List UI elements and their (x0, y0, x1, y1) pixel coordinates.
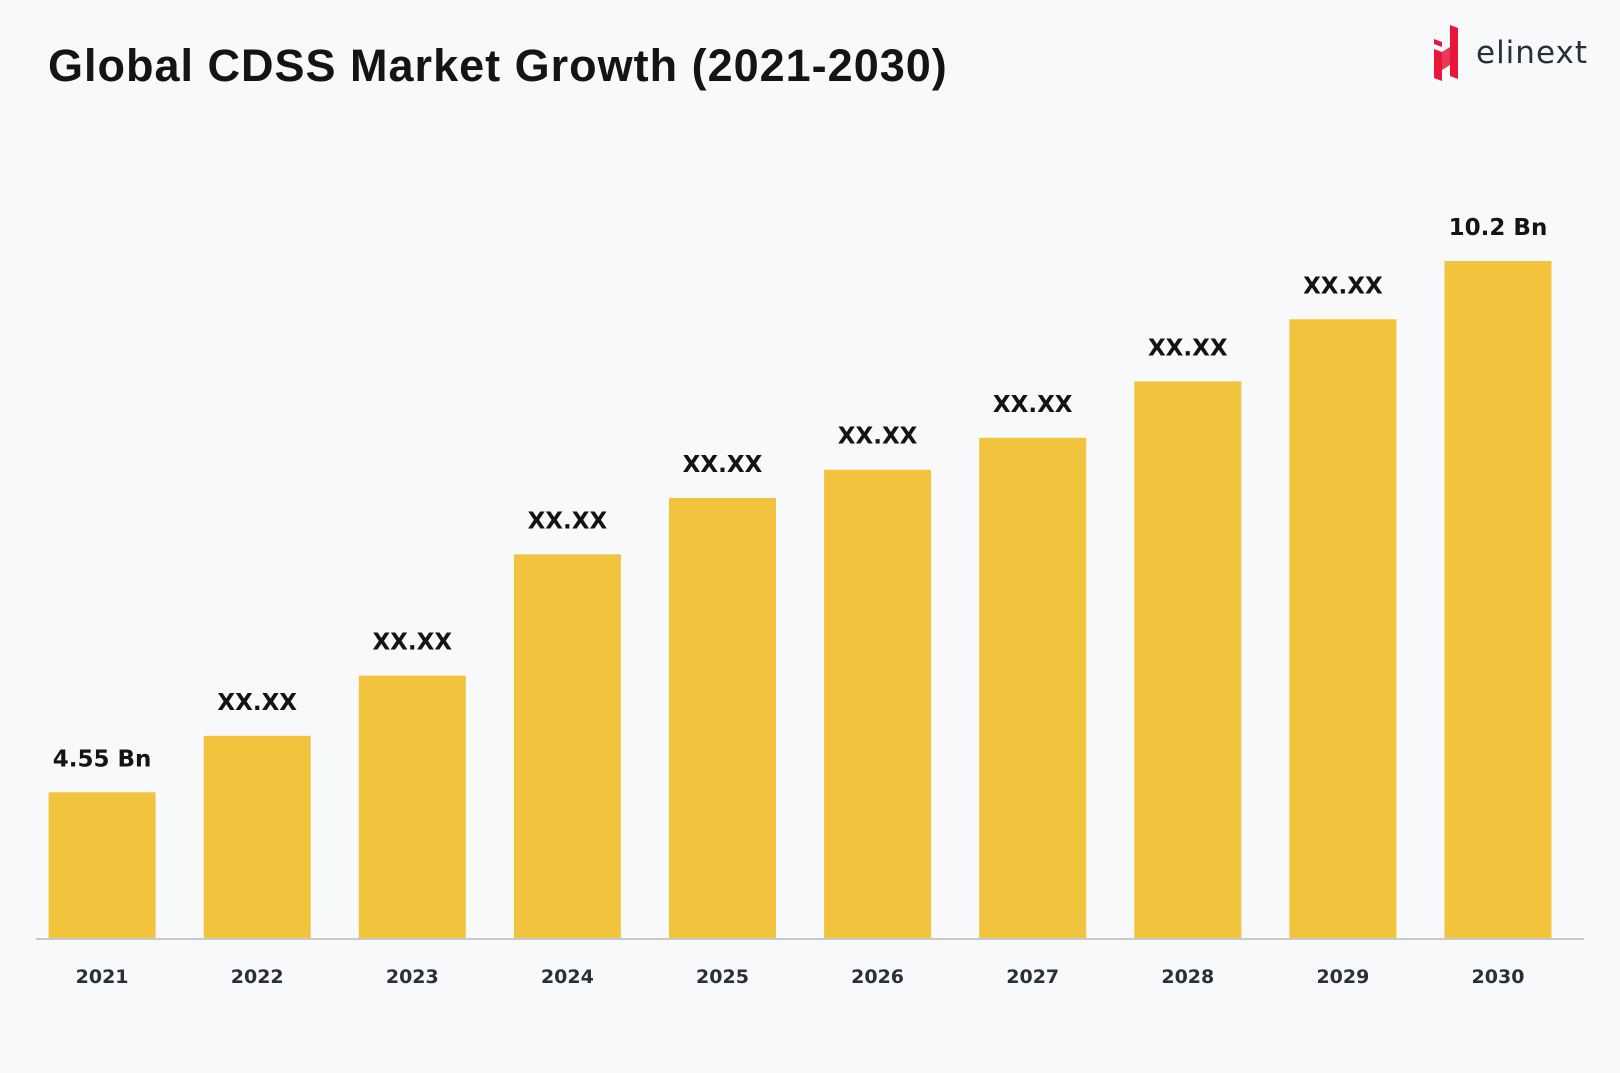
data-label-2022: XX.XX (217, 690, 297, 716)
data-label-2030: 10.2 Bn (1449, 215, 1548, 241)
x-tick-label-2028: 2028 (1161, 966, 1214, 988)
x-tick-label-2024: 2024 (541, 966, 594, 988)
data-label-2027: XX.XX (993, 392, 1073, 418)
bar-2030 (1444, 261, 1552, 938)
data-label-2029: XX.XX (1303, 273, 1383, 299)
data-label-2021: 4.55 Bn (53, 746, 152, 772)
data-label-2023: XX.XX (372, 630, 452, 656)
data-label-2026: XX.XX (838, 424, 918, 450)
elinext-logo-text: elinext (1476, 35, 1588, 71)
bar-2021 (48, 792, 156, 938)
bar-2027 (979, 437, 1087, 938)
data-label-2028: XX.XX (1148, 335, 1228, 361)
bar-2022 (203, 735, 311, 938)
x-tick-label-2030: 2030 (1472, 966, 1525, 988)
data-label-2024: XX.XX (528, 508, 608, 534)
elinext-logo-mark-icon (1434, 25, 1458, 81)
data-label-2025: XX.XX (683, 452, 763, 478)
x-tick-label-2023: 2023 (386, 966, 439, 988)
x-tick-label-2026: 2026 (851, 966, 904, 988)
x-tick-label-2027: 2027 (1006, 966, 1059, 988)
x-tick-label-2021: 2021 (76, 966, 129, 988)
chart-title: Global CDSS Market Growth (2021-2030) (48, 40, 948, 91)
bar-2024 (513, 554, 621, 938)
bar-2026 (824, 469, 932, 938)
x-tick-label-2025: 2025 (696, 966, 749, 988)
bar-2028 (1134, 381, 1242, 938)
x-tick-label-2022: 2022 (231, 966, 284, 988)
bar-2025 (669, 497, 776, 938)
bar-2029 (1289, 319, 1397, 938)
bar-2023 (358, 675, 466, 938)
elinext-logo: elinext (1432, 24, 1588, 82)
x-tick-label-2029: 2029 (1316, 966, 1369, 988)
